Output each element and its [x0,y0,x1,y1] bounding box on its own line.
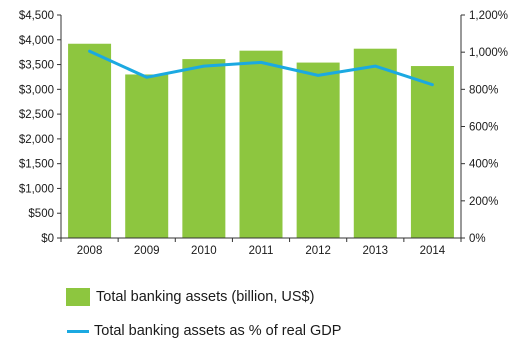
legend-item-bars: Total banking assets (billion, US$) [66,288,341,306]
chart-container: $0 $500 $1,000 $1,500 $2,000 $2,500 $3,000 $3,5… [0,0,515,344]
bar-2008 [68,44,111,238]
y-right-tick-label: 200% [469,196,498,208]
y-left-tick-label: $3,500 [19,60,54,72]
y-left-tick-label: $2,000 [19,134,54,146]
y-left-tick-label: $1,500 [19,159,54,171]
y-right-tick-label: 800% [469,84,498,96]
legend-label-line: Total banking assets as % of real GDP [94,322,341,340]
bar-2011 [240,51,283,238]
legend-item-line: Total banking assets as % of real GDP [66,322,341,340]
y-left-tick-label: $4,500 [19,10,54,22]
y-left-tick-label: $500 [28,208,54,220]
bar-2012 [297,63,340,238]
y-right-tick-label: 1,000% [469,47,508,59]
y-left-tick-label: $2,500 [19,109,54,121]
x-tick-label: 2009 [134,245,160,257]
legend-swatch-bars [66,288,90,306]
y-left-tick-label: $1,000 [19,183,54,195]
y-left-tick-label: $3,000 [19,84,54,96]
bar-2013 [354,49,397,238]
y-right-tick-label: 0% [469,233,486,245]
x-tick-label: 2014 [420,245,446,257]
legend-swatch-line [67,330,89,333]
x-tick-label: 2012 [305,245,331,257]
y-right-tick-label: 600% [469,122,498,134]
y-right-tick-label: 400% [469,159,498,171]
x-tick-label: 2011 [249,245,274,257]
x-tick-label: 2010 [191,245,217,257]
y-right-tick-label: 1,200% [469,10,508,22]
bar-2009 [125,74,168,238]
bar-2010 [182,59,225,238]
y-left-tick-label: $4,000 [19,35,54,47]
y-left-tick-label: $0 [41,233,54,245]
bar-2014 [411,66,454,238]
x-tick-label: 2013 [362,245,388,257]
x-tick-label: 2008 [77,245,103,257]
legend-label-bars: Total banking assets (billion, US$) [96,288,314,306]
legend: Total banking assets (billion, US$) Tota… [66,288,341,356]
